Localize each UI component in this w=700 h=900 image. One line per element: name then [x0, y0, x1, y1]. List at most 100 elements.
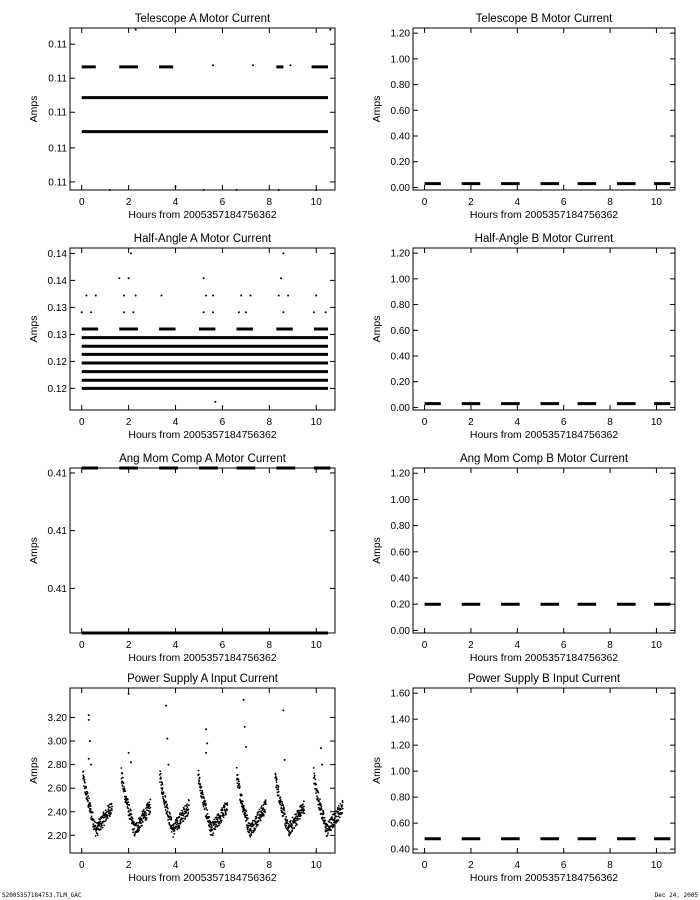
data-point — [212, 834, 214, 837]
data-point — [282, 311, 285, 314]
x-tick-label: 6 — [561, 640, 567, 651]
data-point — [127, 801, 130, 804]
data-point — [219, 822, 221, 825]
data-point — [205, 751, 208, 754]
x-tick-label: 0 — [422, 860, 428, 871]
data-point — [148, 805, 150, 808]
data-point — [107, 808, 110, 811]
data-point — [174, 185, 177, 188]
footer-filename: S2005357184753.TLM_GAC — [2, 892, 82, 899]
x-tick-label: 10 — [311, 640, 323, 651]
data-point — [331, 817, 334, 820]
y-axis-label: Amps — [371, 316, 383, 343]
data-point — [238, 785, 241, 788]
data-point — [90, 763, 93, 766]
data-point — [221, 811, 223, 814]
data-point — [178, 813, 181, 816]
data-point — [185, 811, 187, 814]
data-point — [318, 800, 320, 803]
data-point — [214, 825, 217, 828]
y-tick-label: 0.20 — [391, 157, 411, 168]
data-point — [329, 28, 332, 31]
data-point — [133, 833, 136, 836]
x-tick-label: 8 — [607, 860, 613, 871]
data-point — [80, 311, 83, 314]
data-point — [177, 822, 179, 825]
data-point — [315, 783, 318, 786]
data-point — [236, 786, 239, 789]
data-point — [322, 812, 325, 815]
data-point — [110, 807, 113, 810]
data-point — [108, 810, 111, 813]
data-point — [105, 818, 108, 821]
x-tick-label: 2 — [468, 417, 474, 428]
chart-panel-8: Power Supply B Input Current Hours from 2… — [371, 673, 676, 884]
data-point — [341, 801, 344, 804]
y-axis-label: Amps — [371, 96, 383, 123]
data-point — [298, 818, 301, 820]
data-point — [198, 780, 201, 783]
plot-frame — [412, 247, 676, 411]
data-point — [160, 294, 163, 297]
y-tick-label: 1.60 — [391, 689, 411, 700]
data-point — [245, 810, 248, 813]
data-point — [206, 742, 209, 745]
data-point — [161, 783, 164, 786]
data-point — [197, 769, 200, 772]
data-point — [319, 802, 322, 804]
data-point — [203, 797, 206, 800]
data-point — [187, 804, 190, 807]
data-point — [171, 824, 173, 827]
data-point — [212, 832, 215, 835]
data-point — [126, 806, 129, 808]
chart-panel-7: Power Supply A Input Current Hours from 2… — [28, 673, 344, 884]
x-axis-label: Hours from 2005357184756362 — [128, 872, 276, 884]
data-point — [210, 825, 213, 827]
data-point — [88, 797, 91, 800]
y-tick-label: 0.11 — [48, 74, 67, 85]
x-tick-label: 8 — [267, 197, 273, 208]
data-point — [94, 821, 97, 824]
data-point — [127, 751, 130, 754]
data-point — [89, 802, 91, 805]
data-point — [93, 828, 96, 830]
data-point — [223, 805, 226, 808]
data-point — [281, 802, 284, 805]
data-point — [334, 810, 337, 813]
data-point — [242, 804, 245, 807]
data-point — [249, 823, 252, 826]
x-tick-label: 6 — [561, 860, 567, 871]
data-point — [242, 698, 245, 701]
y-tick-label: 0.80 — [391, 80, 411, 91]
data-point — [209, 830, 212, 833]
y-tick-label: 0.40 — [391, 574, 411, 585]
data-point — [168, 816, 170, 819]
data-point — [208, 816, 211, 818]
data-point — [87, 757, 90, 760]
data-point — [86, 798, 89, 800]
data-point — [144, 810, 146, 813]
data-point — [237, 778, 240, 781]
data-point — [277, 788, 280, 791]
data-point — [330, 825, 333, 827]
data-point — [213, 818, 216, 821]
data-point — [145, 818, 148, 821]
y-tick-label: 2.60 — [48, 784, 68, 795]
data-point — [118, 277, 121, 280]
data-point — [330, 822, 333, 824]
data-point — [172, 836, 174, 838]
data-point — [83, 776, 86, 778]
data-point — [166, 737, 169, 740]
x-axis-label: Hours from 2005357184756362 — [470, 652, 618, 664]
data-point — [130, 816, 133, 819]
data-point — [320, 808, 323, 811]
data-point — [295, 819, 297, 822]
data-point — [219, 817, 222, 820]
data-point — [96, 832, 98, 835]
data-point — [205, 294, 208, 297]
data-point — [289, 819, 292, 822]
y-tick-label: 3.00 — [48, 737, 68, 748]
y-tick-label: 1.00 — [391, 767, 411, 778]
data-point — [238, 782, 241, 785]
y-tick-label: 0.20 — [391, 377, 411, 388]
